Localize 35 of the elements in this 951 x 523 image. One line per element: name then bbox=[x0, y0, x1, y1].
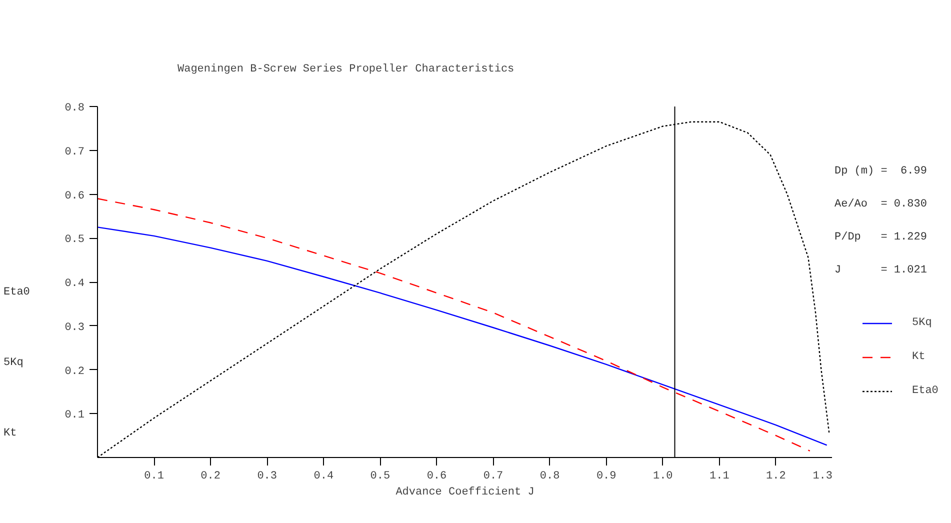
y-tick-label: 0.6 bbox=[64, 190, 85, 202]
legend-label: Kt bbox=[912, 351, 926, 363]
x-tick-label: 1.2 bbox=[766, 470, 786, 482]
text: P/Dp = 1.229 bbox=[834, 232, 927, 244]
text: J = 1.021 bbox=[834, 264, 928, 276]
y-tick-label: 0.7 bbox=[64, 146, 85, 158]
x-tick-label: 0.2 bbox=[200, 470, 220, 482]
x-tick-label: 1.3 bbox=[812, 470, 833, 482]
x-tick-label: 1.0 bbox=[652, 470, 673, 482]
x-tick-label: 0.5 bbox=[370, 470, 390, 482]
text: Kt bbox=[4, 428, 17, 440]
x-tick-label: 0.3 bbox=[257, 470, 278, 482]
y-tick-label: 0.8 bbox=[64, 102, 85, 114]
x-tick-label: 0.4 bbox=[314, 470, 334, 482]
x-tick-label: 0.7 bbox=[483, 470, 504, 482]
x-tick-label: 0.8 bbox=[540, 470, 560, 482]
y-tick-label: 0.5 bbox=[64, 234, 85, 246]
legend-label: 5Kq bbox=[912, 317, 932, 329]
y-tick-label: 0.4 bbox=[64, 278, 85, 290]
text: Ae/Ao = 0.830 bbox=[834, 198, 927, 210]
text: 5Kq bbox=[4, 357, 24, 369]
text: Eta0 bbox=[4, 286, 30, 298]
x-axis-title: Advance Coefficient J bbox=[396, 486, 534, 498]
line-series bbox=[98, 198, 810, 452]
text: Dp (m) = 6.99 bbox=[834, 166, 927, 178]
y-tick-label: 0.2 bbox=[64, 366, 85, 378]
x-tick-label: 0.6 bbox=[426, 470, 447, 482]
line-series bbox=[98, 226, 828, 446]
x-tick-label: 0.1 bbox=[144, 470, 164, 482]
y-tick-label: 0.1 bbox=[64, 410, 85, 422]
legend-label: Eta0 bbox=[912, 385, 938, 397]
y-tick-label: 0.3 bbox=[64, 322, 85, 334]
x-tick-label: 1.1 bbox=[710, 470, 730, 482]
x-tick-label: 0.9 bbox=[596, 470, 616, 482]
chart-title: Wageningen B-Screw Series Propeller Characteristics bbox=[178, 64, 514, 76]
